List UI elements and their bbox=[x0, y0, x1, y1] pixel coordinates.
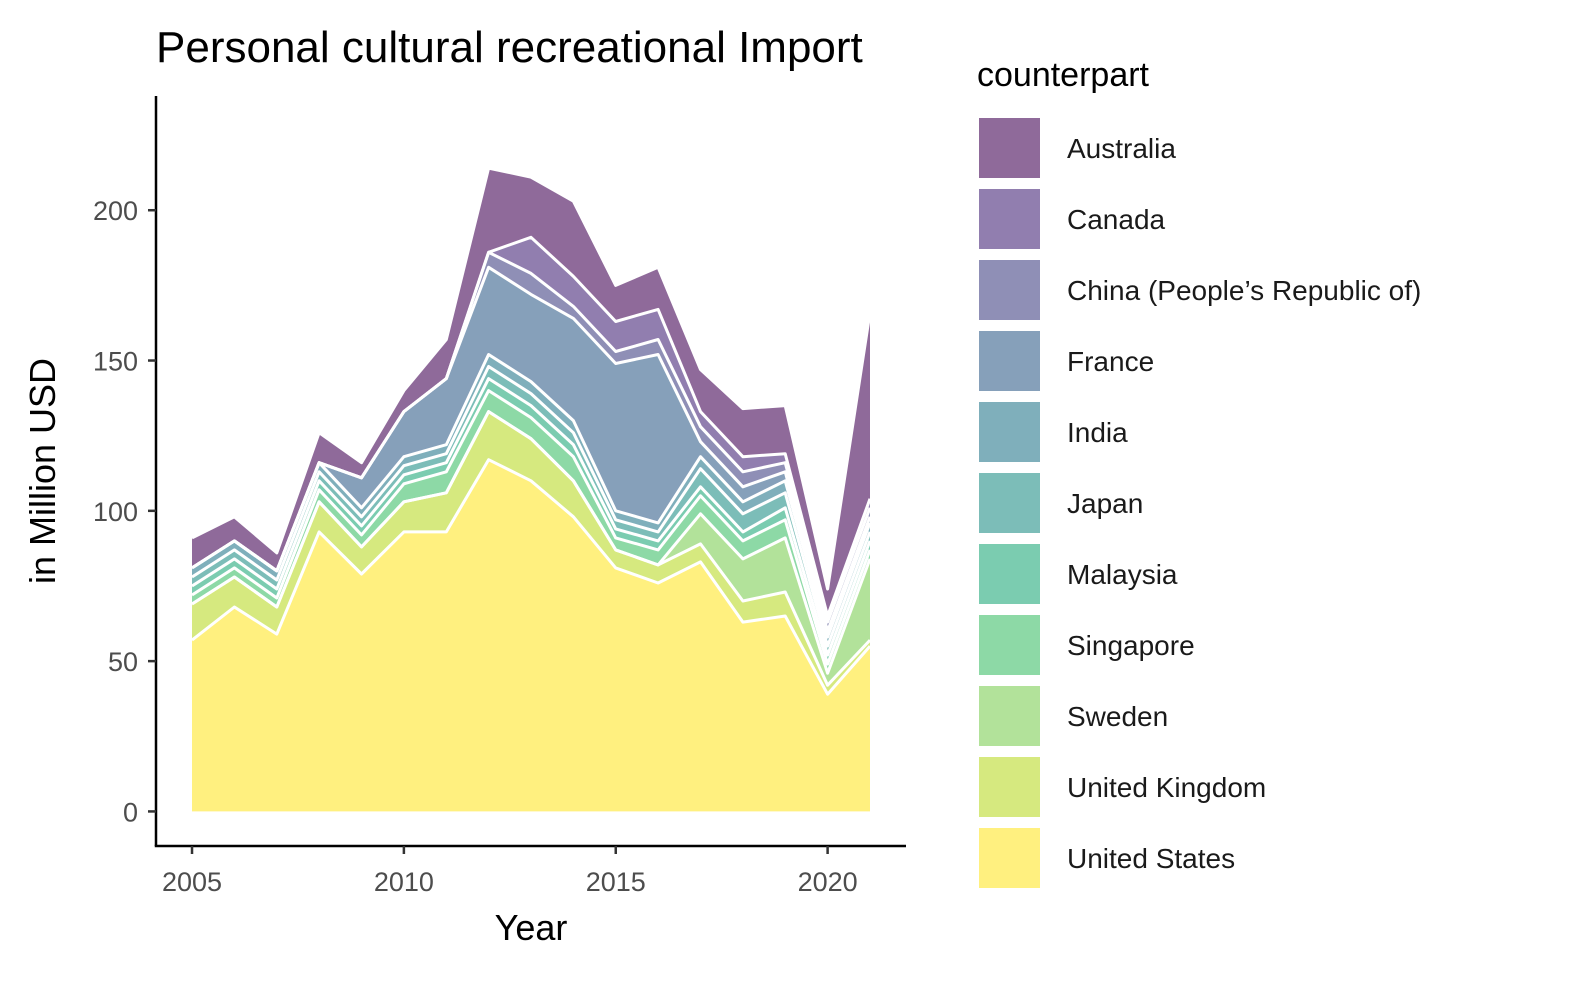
x-tick-label: 2020 bbox=[798, 867, 858, 897]
legend-key-singapore bbox=[979, 615, 1040, 675]
outline-singapore bbox=[191, 389, 872, 666]
y-tick-label: 100 bbox=[93, 497, 138, 527]
x-tick-label: 2010 bbox=[374, 867, 434, 897]
area-united-kingdom bbox=[192, 411, 870, 695]
x-tick-label: 2015 bbox=[586, 867, 646, 897]
outline-australia bbox=[191, 166, 872, 591]
y-tick-label: 200 bbox=[93, 196, 138, 226]
y-axis-title: in Million USD bbox=[22, 358, 63, 584]
y-tick-label: 0 bbox=[123, 797, 138, 827]
legend-key-malaysia bbox=[979, 544, 1040, 604]
legend-key-united-states bbox=[979, 828, 1040, 888]
legend: counterpart Australia Canada China (People… bbox=[977, 56, 1421, 888]
area-outlines bbox=[191, 166, 872, 696]
legend-items: Australia Canada China (People’s Republic … bbox=[979, 118, 1421, 888]
legend-key-united-kingdom bbox=[979, 757, 1040, 817]
area-france bbox=[192, 267, 870, 638]
legend-label-united-states: United States bbox=[1067, 843, 1235, 874]
x-tick-label: 2005 bbox=[162, 867, 222, 897]
legend-label-united-kingdom: United Kingdom bbox=[1067, 772, 1266, 803]
outline-sweden bbox=[191, 410, 872, 675]
x-axis-ticks: 2005 2010 2015 2020 bbox=[162, 846, 858, 897]
outline-japan bbox=[191, 365, 872, 648]
legend-label-india: India bbox=[1067, 417, 1128, 448]
area-india bbox=[192, 354, 870, 647]
outline-united-states bbox=[191, 458, 872, 696]
legend-label-china-people-s-republic-of: China (People’s Republic of) bbox=[1067, 275, 1421, 306]
legend-label-france: France bbox=[1067, 346, 1154, 377]
legend-label-canada: Canada bbox=[1067, 204, 1166, 235]
legend-key-sweden bbox=[979, 686, 1040, 746]
chart-title: Personal cultural recreational Import bbox=[156, 23, 863, 72]
legend-label-australia: Australia bbox=[1067, 133, 1176, 164]
legend-key-china-people-s-republic-of bbox=[979, 260, 1040, 320]
x-axis-title: Year bbox=[495, 907, 568, 948]
area-japan bbox=[192, 366, 870, 656]
area-united-states bbox=[192, 459, 870, 812]
axes: 2005 2010 2015 2020 0 50 100 150 200 bbox=[93, 96, 906, 897]
legend-key-india bbox=[979, 402, 1040, 462]
y-tick-label: 150 bbox=[93, 347, 138, 377]
legend-label-singapore: Singapore bbox=[1067, 630, 1195, 661]
legend-title: counterpart bbox=[977, 56, 1150, 94]
y-axis-ticks: 0 50 100 150 200 bbox=[93, 196, 156, 827]
legend-key-canada bbox=[979, 189, 1040, 249]
legend-label-sweden: Sweden bbox=[1067, 701, 1168, 732]
y-tick-label: 50 bbox=[108, 647, 138, 677]
legend-label-malaysia: Malaysia bbox=[1067, 559, 1178, 590]
outline-malaysia bbox=[191, 377, 872, 657]
legend-key-france bbox=[979, 331, 1040, 391]
outline-canada bbox=[191, 235, 872, 618]
legend-key-australia bbox=[979, 118, 1040, 178]
legend-key-japan bbox=[979, 473, 1040, 533]
legend-label-japan: Japan bbox=[1067, 488, 1143, 519]
